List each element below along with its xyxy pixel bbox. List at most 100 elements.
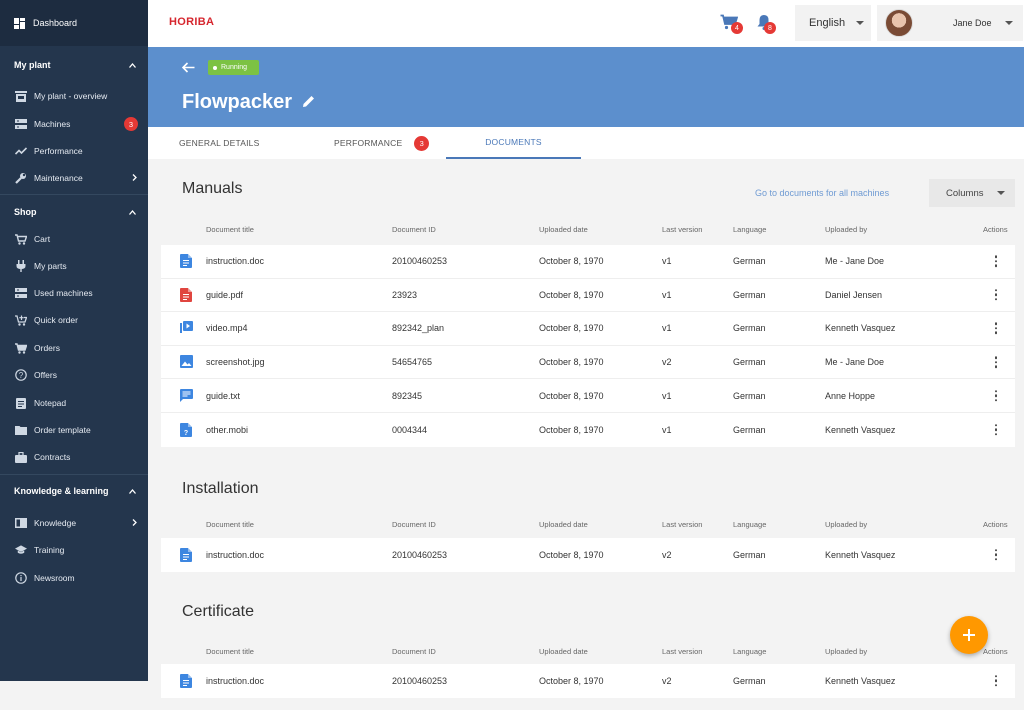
tab-documents[interactable]: DOCUMENTS [446, 127, 581, 159]
cell-id: 23923 [392, 289, 418, 300]
sidebar-section-shop[interactable]: Shop [0, 198, 148, 225]
sidebar-item-cart[interactable]: Cart [0, 226, 148, 252]
back-button[interactable] [181, 60, 195, 76]
go-to-all-documents-link[interactable]: Go to documents for all machines [755, 188, 890, 198]
edit-title-button[interactable] [302, 95, 315, 113]
sidebar-item-label: Order template [34, 425, 91, 435]
cell-title[interactable]: other.mobi [206, 424, 249, 435]
pencil-icon [302, 95, 315, 112]
sidebar-item-label: Knowledge [34, 518, 77, 528]
sidebar-item-order-template[interactable]: Order template [0, 417, 148, 443]
sidebar-item-my-plant-overview[interactable]: My plant - overview [0, 83, 148, 109]
column-header-language[interactable]: Language [733, 647, 767, 656]
sidebar-item-quick-order[interactable]: Quick order [0, 307, 148, 333]
cell-title[interactable]: instruction.doc [206, 549, 265, 560]
user-menu[interactable]: Jane Doe [877, 5, 1023, 41]
sidebar-item-machines[interactable]: Machines 3 [0, 111, 148, 137]
column-header-version[interactable]: Last version [662, 647, 703, 656]
sidebar-item-newsroom[interactable]: Newsroom [0, 565, 148, 591]
more-actions-icon[interactable] [994, 289, 998, 301]
cell-version: v1 [662, 289, 672, 300]
video-icon [180, 321, 193, 335]
column-header-id[interactable]: Document ID [392, 647, 436, 656]
more-actions-icon[interactable] [994, 389, 998, 402]
column-header-actions[interactable]: Actions [983, 225, 1008, 234]
sidebar-item-offers[interactable]: ? Offers [0, 362, 148, 388]
more-actions-icon[interactable] [994, 356, 998, 368]
cell-title[interactable]: guide.txt [206, 390, 241, 401]
sidebar-item-contracts[interactable]: Contracts [0, 444, 148, 470]
cell-title[interactable]: screenshot.jpg [206, 357, 265, 368]
sidebar-item-used-machines[interactable]: Used machines [0, 280, 148, 306]
sidebar-item-performance[interactable]: Performance [0, 138, 148, 164]
table-row[interactable]: instruction.doc 20100460253 October 8, 197… [161, 538, 1015, 572]
column-header-date[interactable]: Uploaded date [539, 647, 588, 656]
sidebar-section-my-plant[interactable]: My plant [0, 51, 148, 78]
tab-performance[interactable]: PERFORMANCE 3 [334, 127, 430, 159]
sidebar-item-notepad[interactable]: Notepad [0, 390, 148, 416]
column-header-date[interactable]: Uploaded date [539, 520, 588, 529]
cell-title[interactable]: guide.pdf [206, 289, 244, 300]
more-actions-icon[interactable] [994, 255, 998, 268]
cell-title[interactable]: video.mp4 [206, 323, 248, 334]
more-actions-icon[interactable] [994, 549, 998, 561]
chevron-right-icon [132, 173, 137, 183]
column-header-version[interactable]: Last version [662, 225, 703, 234]
column-header-date[interactable]: Uploaded date [539, 225, 588, 234]
column-header-title[interactable]: Document title [206, 225, 254, 234]
caret-down-icon [856, 21, 864, 25]
cell-version: v1 [662, 390, 672, 401]
sidebar-section-knowledge[interactable]: Knowledge & learning [0, 477, 148, 504]
table-row[interactable]: guide.pdf 23923 October 8, 1970 v1 German Dan… [161, 279, 1015, 313]
column-header-uploaded-by[interactable]: Uploaded by [825, 520, 868, 529]
table-row[interactable]: guide.txt 892345 October 8, 1970 v1 German An… [161, 379, 1015, 413]
sidebar-item-orders[interactable]: Orders [0, 335, 148, 361]
table-row[interactable]: ? other.mobi 0004344 October 8, 1970 v1 Germa… [161, 413, 1015, 447]
table-row[interactable]: screenshot.jpg 54654765 October 8, 1970 v2 G… [161, 346, 1015, 380]
cart-button[interactable]: 4 [720, 14, 743, 34]
more-actions-icon[interactable] [994, 424, 998, 436]
column-header-title[interactable]: Document title [206, 647, 254, 656]
more-actions-icon[interactable] [994, 675, 998, 687]
cell-title[interactable]: instruction.doc [206, 675, 265, 686]
column-header-actions[interactable]: Actions [983, 647, 1008, 656]
dashboard-icon [14, 17, 25, 29]
more-actions-icon[interactable] [994, 322, 998, 335]
status-label: Running [221, 64, 248, 71]
column-header-version[interactable]: Last version [662, 520, 703, 529]
sidebar-item-maintenance[interactable]: Maintenance [0, 165, 148, 191]
cell-title[interactable]: instruction.doc [206, 256, 265, 267]
sidebar-item-label: Used machines [34, 288, 93, 298]
column-header-language[interactable]: Language [733, 225, 767, 234]
table-row[interactable]: instruction.doc 20100460253 October 8, 197… [161, 664, 1015, 698]
column-header-id[interactable]: Document ID [392, 225, 436, 234]
column-header-uploaded-by[interactable]: Uploaded by [825, 225, 868, 234]
language-select[interactable]: English [795, 5, 871, 41]
column-header-id[interactable]: Document ID [392, 520, 436, 529]
table-row[interactable]: instruction.doc 20100460253 October 8, 197… [161, 245, 1015, 279]
cell-uploaded-by: Kenneth Vasquez [825, 549, 896, 560]
notifications-button[interactable]: 8 [757, 14, 777, 34]
table-row[interactable]: video.mp4 892342_plan October 8, 1970 v1 Ger… [161, 312, 1015, 346]
column-header-language[interactable]: Language [733, 520, 767, 529]
sidebar-item-my-parts[interactable]: My parts [0, 253, 148, 279]
sidebar-item-knowledge[interactable]: Knowledge [0, 510, 148, 536]
column-header-actions[interactable]: Actions [983, 520, 1008, 529]
plus-icon [962, 622, 976, 648]
column-header-uploaded-by[interactable]: Uploaded by [825, 647, 868, 656]
add-document-button[interactable] [950, 616, 988, 654]
text-icon [180, 388, 193, 403]
plug-icon [15, 260, 27, 272]
column-header-title[interactable]: Document title [206, 520, 254, 529]
cell-date: October 8, 1970 [539, 357, 604, 368]
sidebar-item-dashboard[interactable]: Dashboard [0, 0, 148, 46]
logo[interactable]: HORIBA [169, 16, 215, 28]
columns-button[interactable]: Columns [929, 179, 1015, 207]
sidebar-item-training[interactable]: Training [0, 537, 148, 563]
tab-label: PERFORMANCE [334, 138, 403, 148]
tab-general-details[interactable]: GENERAL DETAILS [179, 127, 259, 159]
section-title: Installation [182, 480, 259, 497]
chevron-up-icon [129, 207, 136, 217]
chevron-right-icon [132, 518, 137, 528]
cell-uploaded-by: Me - Jane Doe [825, 357, 885, 368]
